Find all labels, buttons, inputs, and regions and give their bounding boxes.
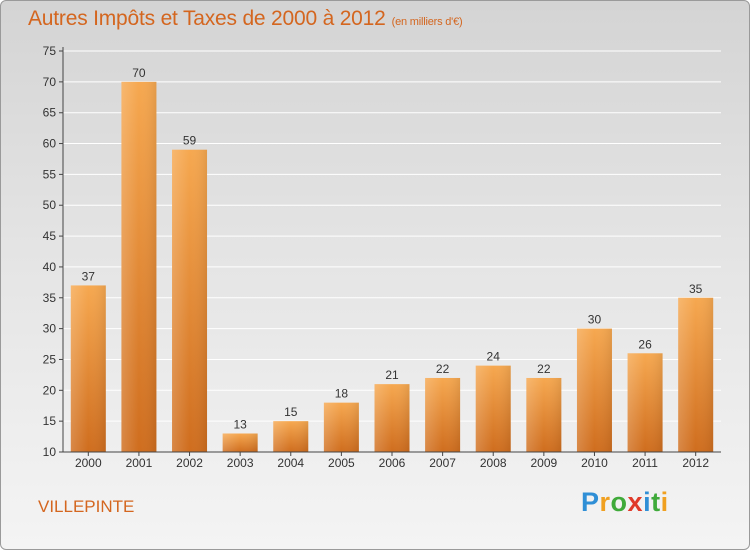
logo-letter: P bbox=[581, 487, 600, 517]
x-tick-label: 2008 bbox=[480, 456, 507, 470]
x-tick-label: 2003 bbox=[227, 456, 254, 470]
bar-shade bbox=[425, 377, 461, 452]
proxiti-logo[interactable]: Proxiti bbox=[581, 487, 669, 518]
logo-letter: i bbox=[643, 487, 652, 517]
data-label: 35 bbox=[689, 282, 703, 296]
data-label: 13 bbox=[233, 417, 247, 431]
bar-shade bbox=[374, 384, 410, 452]
logo-letter: i bbox=[660, 487, 669, 517]
data-label: 24 bbox=[487, 350, 501, 364]
data-label: 21 bbox=[385, 368, 399, 382]
x-tick-label: 2000 bbox=[75, 456, 102, 470]
bar-shade bbox=[576, 328, 612, 452]
data-label: 22 bbox=[436, 362, 450, 376]
data-label: 15 bbox=[284, 405, 298, 419]
bar-shade bbox=[172, 149, 208, 452]
y-tick-label: 60 bbox=[43, 137, 57, 151]
bar-shade bbox=[627, 353, 663, 452]
x-tick-label: 2011 bbox=[632, 456, 658, 470]
x-tick-label: 2001 bbox=[126, 456, 153, 470]
y-tick-label: 75 bbox=[43, 44, 57, 58]
bar-shade bbox=[678, 297, 714, 452]
y-tick-label: 65 bbox=[43, 106, 57, 120]
y-tick-label: 45 bbox=[43, 229, 57, 243]
logo-letter: t bbox=[651, 487, 661, 517]
x-tick-label: 2002 bbox=[176, 456, 203, 470]
data-label: 22 bbox=[537, 362, 551, 376]
bar-shade bbox=[475, 365, 511, 452]
data-label: 26 bbox=[638, 337, 652, 351]
x-tick-label: 2006 bbox=[379, 456, 406, 470]
bar-shade bbox=[121, 81, 157, 452]
data-label: 59 bbox=[183, 134, 197, 148]
place-name: VILLEPINTE bbox=[38, 497, 135, 516]
bar-shade bbox=[222, 433, 258, 452]
logo-letter: x bbox=[627, 487, 644, 517]
y-tick-label: 15 bbox=[43, 414, 57, 428]
y-tick-label: 30 bbox=[43, 322, 57, 336]
data-label: 30 bbox=[588, 313, 602, 327]
data-label: 37 bbox=[82, 269, 96, 283]
y-tick-label: 35 bbox=[43, 291, 57, 305]
y-tick-label: 55 bbox=[43, 167, 57, 181]
y-tick-label: 20 bbox=[43, 383, 57, 397]
chart-title-text: Autres Impôts et Taxes de 2000 à 2012 bbox=[28, 7, 386, 30]
bar-shade bbox=[70, 285, 106, 452]
bar-shade bbox=[526, 377, 562, 452]
logo-letter: o bbox=[610, 487, 628, 517]
y-tick-label: 10 bbox=[43, 445, 57, 459]
x-tick-label: 2004 bbox=[277, 456, 304, 470]
x-tick-label: 2010 bbox=[581, 456, 608, 470]
bar-shade bbox=[273, 421, 309, 452]
y-tick-label: 25 bbox=[43, 352, 57, 366]
data-label: 18 bbox=[335, 387, 349, 401]
bar-shade bbox=[323, 402, 359, 452]
chart-unit: (en milliers d'€) bbox=[391, 16, 463, 28]
logo-letter: r bbox=[599, 487, 611, 517]
y-tick-label: 70 bbox=[43, 75, 57, 89]
y-tick-label: 40 bbox=[43, 260, 57, 274]
x-tick-label: 2012 bbox=[682, 456, 709, 470]
chart-title: Autres Impôts et Taxes de 2000 à 2012 (en… bbox=[28, 7, 463, 31]
x-tick-label: 2007 bbox=[429, 456, 456, 470]
x-tick-label: 2005 bbox=[328, 456, 355, 470]
x-tick-label: 2009 bbox=[530, 456, 557, 470]
y-tick-label: 50 bbox=[43, 198, 57, 212]
data-label: 70 bbox=[132, 66, 146, 80]
